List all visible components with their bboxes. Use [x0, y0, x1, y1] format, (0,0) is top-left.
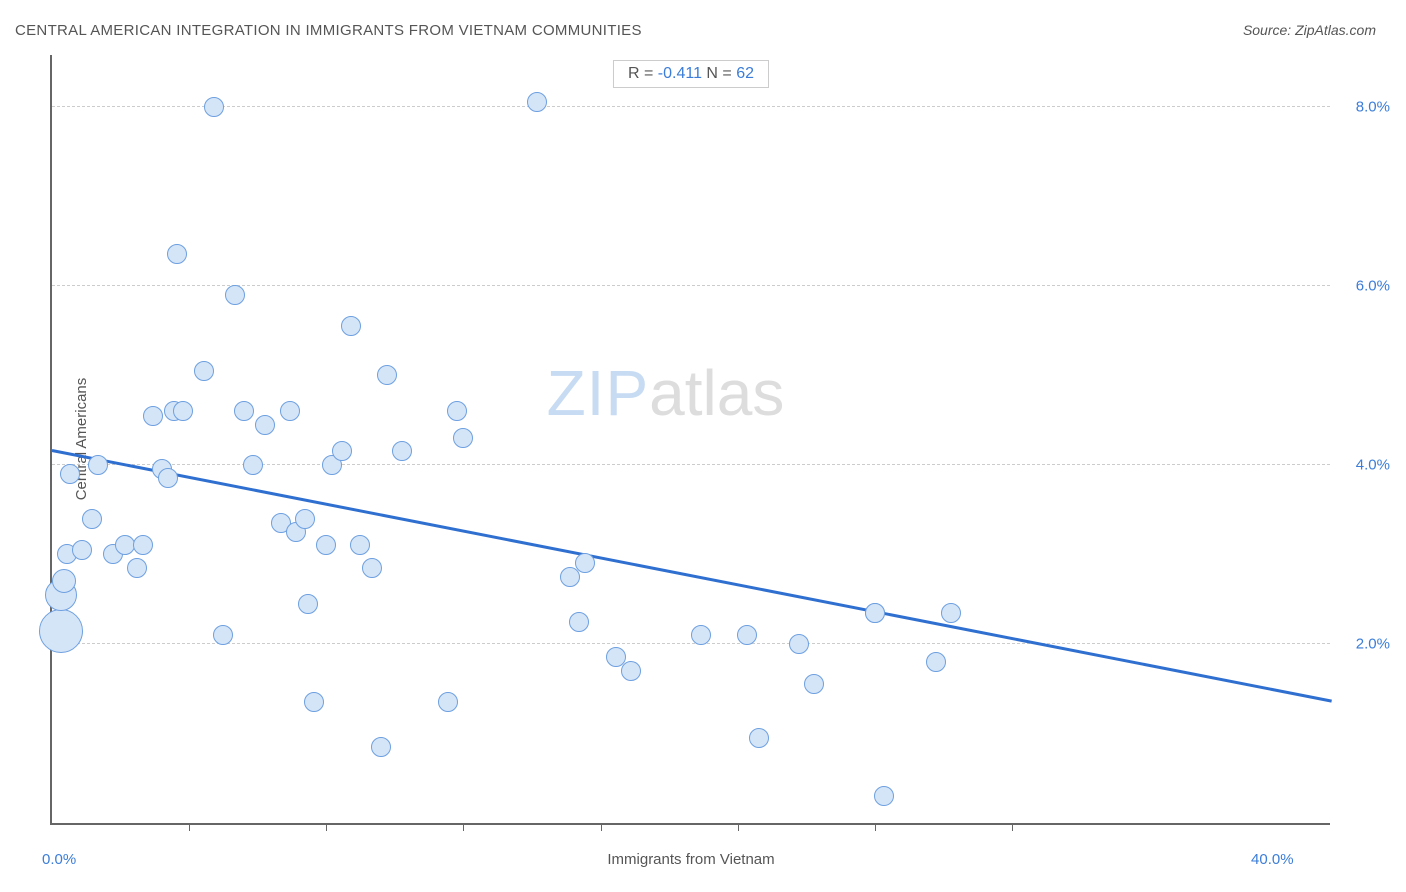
x-tick-mark: [601, 823, 602, 831]
x-tick-mark: [1012, 823, 1013, 831]
data-point: [691, 625, 711, 645]
data-point: [304, 692, 324, 712]
data-point: [569, 612, 589, 632]
data-point: [438, 692, 458, 712]
x-tick-mark: [463, 823, 464, 831]
x-max-label: 40.0%: [1251, 851, 1294, 868]
gridline: [52, 106, 1330, 107]
data-point: [874, 786, 894, 806]
stats-box: R = -0.411 N = 62: [613, 60, 769, 88]
x-min-label: 0.0%: [42, 851, 76, 868]
data-point: [167, 244, 187, 264]
trend-line: [52, 449, 1332, 702]
data-point: [377, 365, 397, 385]
x-tick-mark: [738, 823, 739, 831]
data-point: [575, 553, 595, 573]
data-point: [749, 728, 769, 748]
data-point: [371, 737, 391, 757]
data-point: [115, 535, 135, 555]
data-point: [158, 468, 178, 488]
data-point: [82, 509, 102, 529]
watermark: ZIPatlas: [547, 356, 785, 430]
n-value: 62: [736, 65, 754, 82]
x-tick-mark: [189, 823, 190, 831]
gridline: [52, 643, 1330, 644]
data-point: [243, 455, 263, 475]
source-attribution: Source: ZipAtlas.com: [1243, 22, 1376, 38]
data-point: [295, 509, 315, 529]
y-tick-label: 4.0%: [1356, 456, 1390, 473]
data-point: [926, 652, 946, 672]
data-point: [453, 428, 473, 448]
data-point: [194, 361, 214, 381]
data-point: [737, 625, 757, 645]
data-point: [88, 455, 108, 475]
y-tick-label: 8.0%: [1356, 98, 1390, 115]
data-point: [941, 603, 961, 623]
data-point: [133, 535, 153, 555]
x-tick-mark: [875, 823, 876, 831]
data-point: [341, 316, 361, 336]
data-point: [789, 634, 809, 654]
data-point: [280, 401, 300, 421]
data-point: [298, 594, 318, 614]
n-label: N =: [702, 65, 736, 82]
data-point: [143, 406, 163, 426]
watermark-zip: ZIP: [547, 357, 650, 429]
data-point: [60, 464, 80, 484]
watermark-atlas: atlas: [649, 357, 784, 429]
x-axis-label: Immigrants from Vietnam: [607, 851, 774, 868]
data-point: [213, 625, 233, 645]
data-point: [52, 569, 76, 593]
data-point: [173, 401, 193, 421]
data-point: [316, 535, 336, 555]
data-point: [234, 401, 254, 421]
r-label: R =: [628, 65, 658, 82]
r-value: -0.411: [658, 65, 702, 82]
data-point: [362, 558, 382, 578]
data-point: [350, 535, 370, 555]
data-point: [527, 92, 547, 112]
y-tick-label: 2.0%: [1356, 635, 1390, 652]
scatter-plot: ZIPatlas R = -0.411 N = 62 Central Ameri…: [50, 55, 1330, 825]
data-point: [255, 415, 275, 435]
y-tick-label: 6.0%: [1356, 277, 1390, 294]
data-point: [204, 97, 224, 117]
data-point: [447, 401, 467, 421]
data-point: [332, 441, 352, 461]
data-point: [127, 558, 147, 578]
gridline: [52, 285, 1330, 286]
data-point: [621, 661, 641, 681]
x-tick-mark: [326, 823, 327, 831]
data-point: [865, 603, 885, 623]
data-point: [72, 540, 92, 560]
data-point: [392, 441, 412, 461]
data-point: [39, 609, 83, 653]
data-point: [225, 285, 245, 305]
data-point: [804, 674, 824, 694]
chart-title: CENTRAL AMERICAN INTEGRATION IN IMMIGRAN…: [15, 22, 642, 39]
